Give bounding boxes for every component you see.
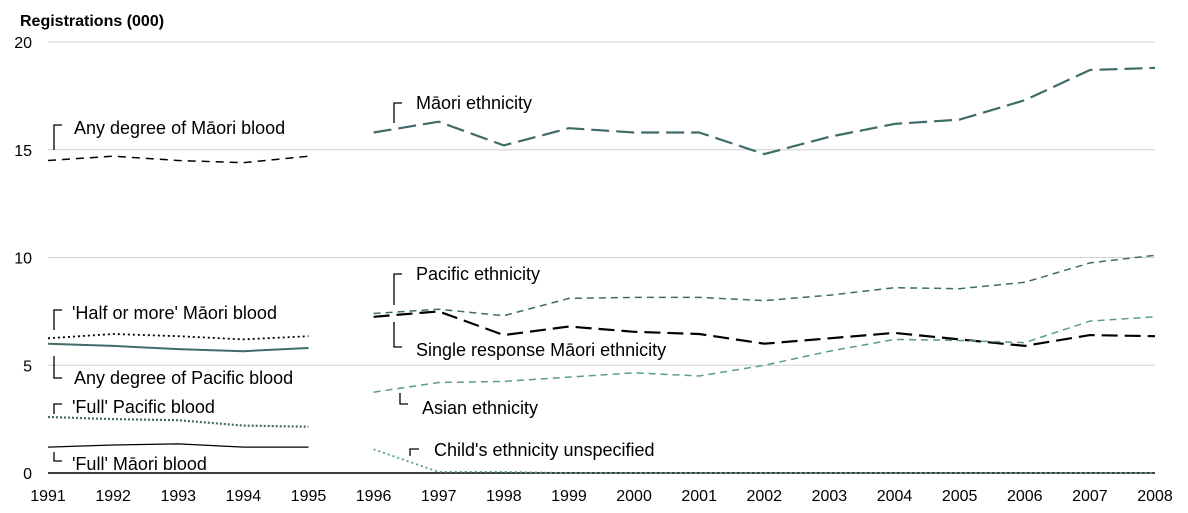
- x-tick-label-1993: 1993: [160, 488, 196, 505]
- x-tick-label-2008: 2008: [1137, 488, 1173, 505]
- gridlines: [48, 41, 1155, 366]
- series-line-m-ori-ethnicity: [373, 66, 1156, 156]
- series-line-pacific-ethnicity: [373, 254, 1156, 317]
- y-tick-label-20: 20: [14, 35, 32, 52]
- x-tick-label-2006: 2006: [1007, 488, 1043, 505]
- y-tick-label-15: 15: [14, 143, 32, 160]
- x-tick-label-2002: 2002: [746, 488, 782, 505]
- x-axis-ticks: 1991 1992 1993 1994 1995 1996 1997 1998 1999 2000…: [30, 488, 1173, 505]
- x-tick-label-2003: 2003: [812, 488, 848, 505]
- series-line-single-response-m-ori-ethnicity: [373, 310, 1156, 347]
- label-maori-ethnicity: Māori ethnicity: [416, 93, 532, 113]
- bracket-maori-ethnicity: [393, 102, 402, 123]
- bracket-full-maori-blood: [53, 452, 62, 462]
- label-any-degree-pacific-blood: Any degree of Pacific blood: [74, 368, 293, 388]
- x-tick-label-1997: 1997: [421, 488, 457, 505]
- label-full-maori-blood: 'Full' Māori blood: [72, 454, 207, 474]
- series-line-any-degree-of-m-ori-blood: [47, 155, 309, 164]
- label-full-pacific-blood: 'Full' Pacific blood: [72, 397, 215, 417]
- x-tick-label-2005: 2005: [942, 488, 978, 505]
- x-tick-label-1991: 1991: [30, 488, 66, 505]
- x-tick-label-1996: 1996: [356, 488, 392, 505]
- x-tick-label-1994: 1994: [226, 488, 262, 505]
- x-tick-label-2000: 2000: [616, 488, 652, 505]
- bracket-full-pacific-blood: [53, 403, 62, 414]
- series-lines: [47, 66, 1156, 474]
- series-line-full-pacific-blood: [47, 415, 309, 428]
- label-single-response-maori-ethnicity: Single response Māori ethnicity: [416, 340, 666, 360]
- bracket-any-degree-pacific-blood: [53, 356, 62, 379]
- x-tick-label-1998: 1998: [486, 488, 522, 505]
- x-tick-label-2001: 2001: [681, 488, 717, 505]
- x-tick-label-1995: 1995: [291, 488, 327, 505]
- y-axis-ticks: 0 5 10 15 20: [14, 35, 32, 483]
- x-tick-label-1992: 1992: [95, 488, 131, 505]
- series-labels: Any degree of Māori blood 'Half or more'…: [53, 93, 666, 474]
- series-line-any-degree-of-pacific-blood: [47, 342, 309, 353]
- bracket-pacific-ethnicity: [393, 273, 402, 305]
- series-line-full-m-ori-blood: [47, 443, 309, 448]
- label-pacific-ethnicity: Pacific ethnicity: [416, 264, 540, 284]
- series-line-half-or-more-m-ori-blood: [47, 333, 309, 341]
- x-tick-label-2007: 2007: [1072, 488, 1108, 505]
- label-any-degree-maori-blood: Any degree of Māori blood: [74, 118, 285, 138]
- label-child-ethnicity-unspecified: Child's ethnicity unspecified: [434, 440, 655, 460]
- y-tick-label-10: 10: [14, 251, 32, 268]
- bracket-any-degree-maori-blood: [53, 124, 62, 150]
- label-asian-ethnicity: Asian ethnicity: [422, 398, 538, 418]
- y-tick-label-0: 0: [23, 466, 32, 483]
- bracket-single-response-maori-ethnicity: [393, 322, 402, 348]
- x-tick-label-1999: 1999: [551, 488, 587, 505]
- series-line-child-s-ethnicity-unspecified: [373, 448, 1155, 474]
- bracket-half-or-more-maori-blood: [53, 309, 62, 330]
- y-tick-label-5: 5: [23, 358, 32, 375]
- y-axis-label: Registrations (000): [20, 13, 164, 30]
- bracket-child-ethnicity-unspecified: [409, 448, 419, 456]
- bracket-asian-ethnicity: [399, 393, 408, 405]
- x-tick-label-2004: 2004: [877, 488, 913, 505]
- label-half-or-more-maori-blood: 'Half or more' Māori blood: [72, 303, 277, 323]
